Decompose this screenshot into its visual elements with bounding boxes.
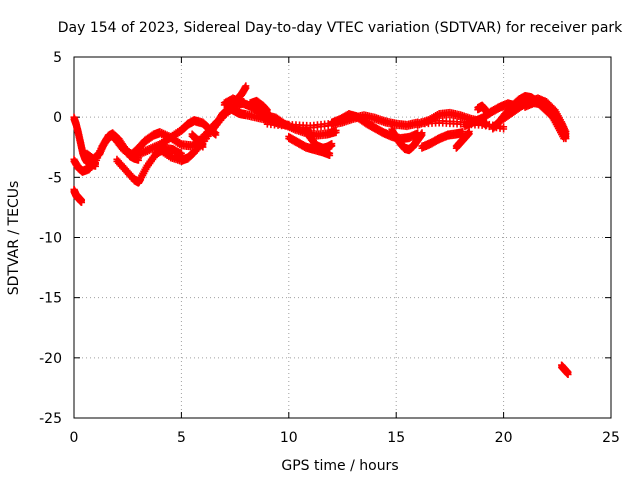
x-tick-label: 10: [280, 430, 298, 446]
data-track: [388, 125, 426, 155]
data-point: [560, 135, 568, 143]
data-track: [188, 130, 207, 151]
y-tick-label: 5: [53, 50, 62, 66]
data-point: [212, 131, 220, 139]
data-track: [70, 82, 250, 176]
x-tick-label: 15: [387, 430, 405, 446]
data-track: [83, 129, 142, 164]
data-point: [465, 130, 473, 138]
chart-title: Day 154 of 2023, Sidereal Day-to-day VTE…: [58, 20, 623, 36]
data-track: [452, 128, 473, 152]
x-tick-label: 20: [495, 430, 513, 446]
y-tick-label: -25: [39, 411, 62, 427]
grid: [74, 57, 611, 418]
x-axis-label: GPS time / hours: [281, 458, 398, 474]
x-tick-label: 0: [70, 430, 79, 446]
data-point: [564, 370, 572, 378]
data-point: [263, 108, 271, 116]
data-point: [328, 142, 336, 150]
y-tick-label: -15: [39, 291, 62, 307]
y-tick-label: -5: [48, 170, 62, 186]
data-point: [482, 108, 490, 116]
data-point: [500, 125, 508, 133]
data-track: [558, 361, 572, 378]
y-tick-label: -10: [39, 231, 62, 247]
x-tick-label: 25: [602, 430, 620, 446]
data-point: [242, 84, 250, 92]
axis-ticks: 0 5 10 15 20 25 5 0 -5 -10 -15 -20 -25: [39, 50, 620, 446]
data-point: [326, 151, 334, 159]
data-track: [474, 101, 490, 116]
data-track: [134, 116, 220, 159]
data-point: [482, 121, 490, 129]
data-point: [78, 198, 86, 206]
data-track: [302, 125, 336, 153]
data-track: [418, 128, 467, 152]
data-track: [70, 185, 86, 206]
x-tick-label: 5: [177, 430, 186, 446]
data-track: [246, 96, 271, 116]
y-axis-label: SDTVAR / TECUs: [6, 181, 22, 296]
data-series: [70, 82, 572, 378]
data-point: [91, 162, 99, 170]
data-point: [199, 143, 207, 151]
y-tick-label: -20: [39, 351, 62, 367]
data-track: [70, 113, 99, 170]
data-track: [521, 98, 568, 143]
data-point: [418, 131, 426, 139]
data-point: [332, 129, 340, 137]
y-tick-label: 0: [53, 110, 62, 126]
